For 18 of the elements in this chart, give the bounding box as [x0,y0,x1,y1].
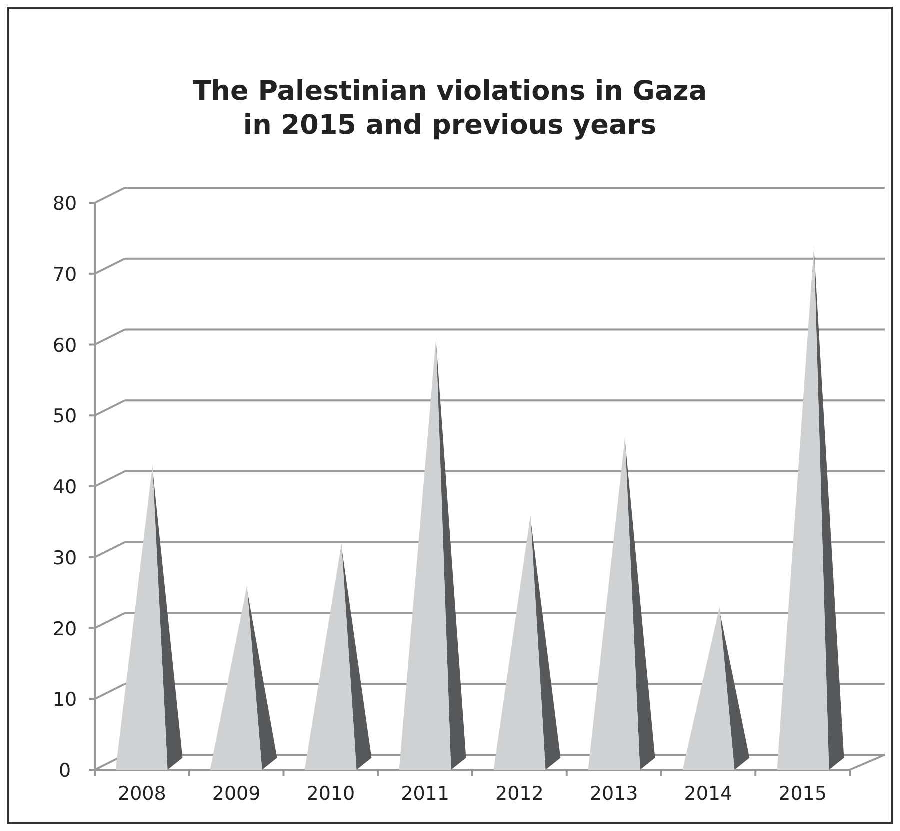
x-tick-label: 2015 [778,783,827,805]
y-tick-label: 70 [52,264,78,286]
y-tick-label: 20 [52,618,78,640]
y-tick-label: 10 [52,689,78,712]
x-tick-label: 2008 [118,783,166,805]
x-tick-label: 2014 [684,783,733,805]
x-tick-label: 2010 [306,783,356,805]
x-tick-label: 2013 [590,783,638,805]
x-tick-label: 2011 [401,783,450,805]
x-tick-label: 2009 [212,783,261,805]
y-tick-label: 40 [52,476,78,498]
y-tick-label: 0 [58,760,72,782]
chart-title: The Palestinian violations in Gaza in 2015 and previous years [192,76,708,141]
y-tick-label: 30 [52,547,78,570]
y-tick-label: 50 [52,406,78,428]
y-tick-label: 60 [52,334,78,357]
x-tick-label: 2012 [496,783,544,805]
y-tick-label: 80 [52,193,78,215]
